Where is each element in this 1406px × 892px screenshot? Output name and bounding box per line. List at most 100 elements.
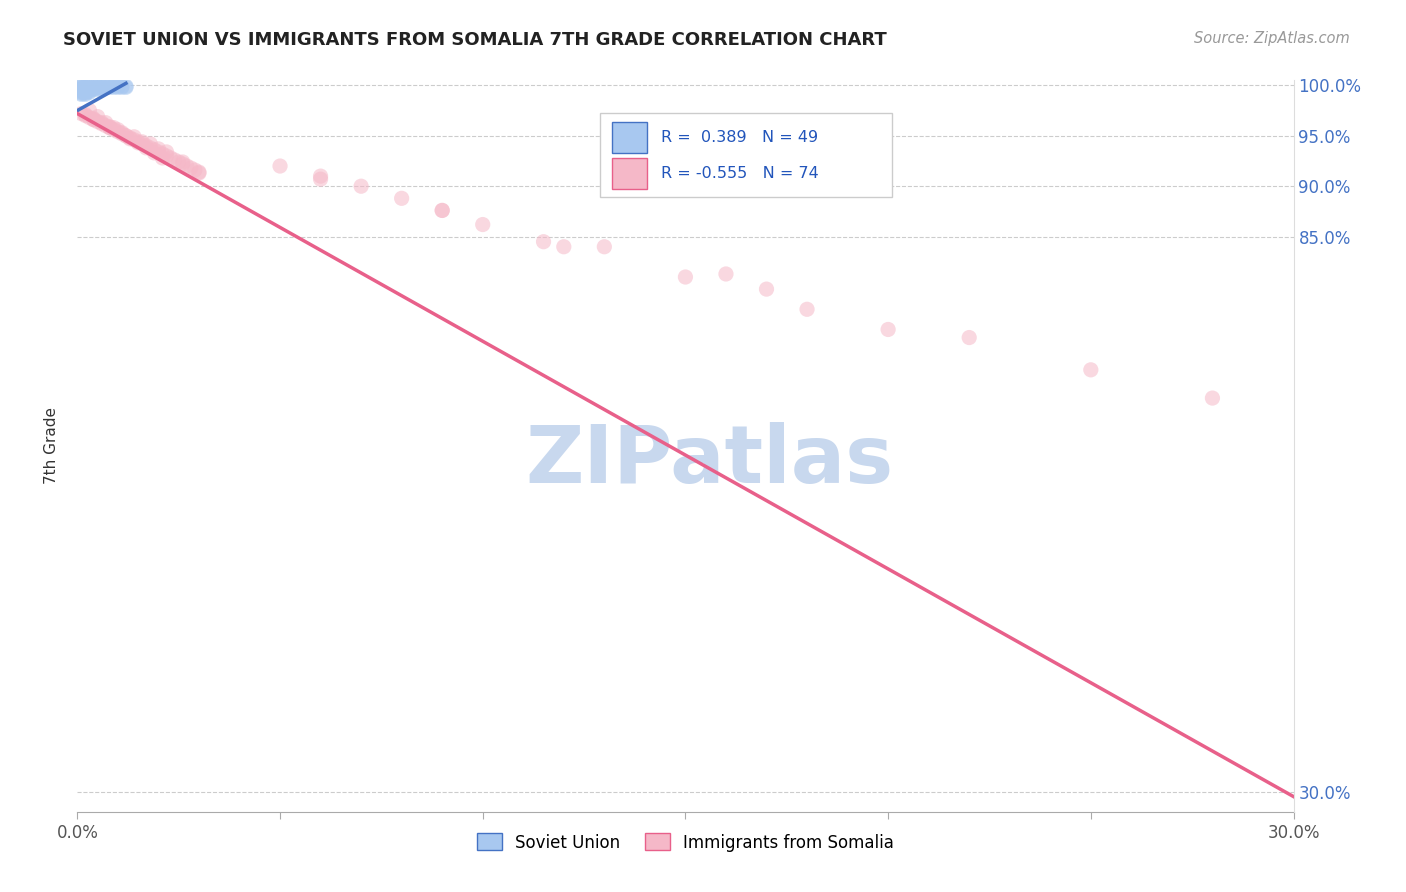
Point xyxy=(118,132,141,146)
Point xyxy=(135,141,157,155)
Point xyxy=(127,136,149,150)
Point xyxy=(75,84,97,98)
Point xyxy=(188,166,211,180)
Text: R = -0.555   N = 74: R = -0.555 N = 74 xyxy=(661,166,818,181)
Point xyxy=(127,135,149,149)
Point xyxy=(184,163,207,178)
Point xyxy=(115,79,138,94)
Point xyxy=(148,145,170,159)
Point xyxy=(90,116,112,130)
Point xyxy=(309,172,332,186)
Point xyxy=(118,130,141,145)
Point xyxy=(75,87,97,102)
Point xyxy=(103,122,125,136)
Text: R =  0.389   N = 49: R = 0.389 N = 49 xyxy=(661,130,818,145)
Point xyxy=(957,330,980,344)
Point xyxy=(70,80,93,95)
Point xyxy=(148,142,170,156)
Y-axis label: 7th Grade: 7th Grade xyxy=(44,408,59,484)
Point xyxy=(70,87,93,102)
Point xyxy=(83,112,105,127)
Point xyxy=(83,80,105,95)
Point xyxy=(593,240,616,254)
Point xyxy=(139,136,162,151)
Point xyxy=(75,79,97,94)
Legend: Soviet Union, Immigrants from Somalia: Soviet Union, Immigrants from Somalia xyxy=(470,827,901,858)
Point xyxy=(107,122,129,136)
Point xyxy=(135,139,157,153)
Point xyxy=(98,120,121,135)
Point xyxy=(143,143,166,157)
FancyBboxPatch shape xyxy=(613,122,647,153)
Point xyxy=(90,117,112,131)
Point xyxy=(86,114,108,128)
Point xyxy=(79,84,101,98)
Point xyxy=(79,83,101,97)
Point xyxy=(75,86,97,100)
Point xyxy=(1201,391,1223,405)
Point xyxy=(755,282,778,296)
Point xyxy=(75,107,97,121)
Point xyxy=(94,79,117,94)
Point xyxy=(79,111,101,125)
Point xyxy=(163,153,186,167)
Point xyxy=(75,109,97,123)
Point xyxy=(111,126,134,140)
Point xyxy=(70,79,93,94)
Point xyxy=(430,203,453,218)
Point xyxy=(79,81,101,95)
Point xyxy=(83,112,105,127)
Point xyxy=(83,81,105,95)
FancyBboxPatch shape xyxy=(613,158,647,188)
Point xyxy=(75,81,97,95)
Point xyxy=(79,80,101,95)
Point xyxy=(176,159,198,173)
Point xyxy=(103,80,125,95)
Point xyxy=(172,157,194,171)
Text: ZIPatlas: ZIPatlas xyxy=(526,422,894,500)
Point xyxy=(471,218,494,232)
Point xyxy=(111,127,134,141)
Point xyxy=(180,161,202,175)
Point xyxy=(90,81,112,95)
Point xyxy=(70,81,93,95)
Point xyxy=(877,322,900,336)
Point xyxy=(70,106,93,120)
Point xyxy=(139,141,162,155)
Point xyxy=(391,191,413,205)
Point xyxy=(70,82,93,96)
Point xyxy=(107,80,129,95)
Point xyxy=(98,120,121,134)
Point xyxy=(159,151,181,165)
Point xyxy=(98,79,121,94)
Point xyxy=(122,129,145,144)
Point xyxy=(111,80,134,95)
Point xyxy=(131,136,153,151)
Point xyxy=(103,79,125,94)
Point xyxy=(79,103,101,118)
FancyBboxPatch shape xyxy=(600,113,893,197)
Point xyxy=(188,165,211,179)
Point xyxy=(70,86,93,100)
Point xyxy=(90,79,112,94)
Point xyxy=(90,80,112,95)
Text: SOVIET UNION VS IMMIGRANTS FROM SOMALIA 7TH GRADE CORRELATION CHART: SOVIET UNION VS IMMIGRANTS FROM SOMALIA … xyxy=(63,31,887,49)
Point xyxy=(1080,363,1102,377)
Point xyxy=(79,79,101,94)
Point xyxy=(70,83,93,97)
Point xyxy=(167,155,190,169)
Point xyxy=(122,133,145,147)
Point xyxy=(155,145,177,159)
Text: Source: ZipAtlas.com: Source: ZipAtlas.com xyxy=(1194,31,1350,46)
Point xyxy=(75,83,97,97)
Point xyxy=(86,80,108,95)
Point xyxy=(83,82,105,96)
Point xyxy=(86,110,108,124)
Point xyxy=(107,125,129,139)
Point xyxy=(75,80,97,95)
Point xyxy=(86,81,108,95)
Point xyxy=(83,112,105,126)
Point xyxy=(131,135,153,149)
Point xyxy=(79,82,101,96)
Point xyxy=(675,270,697,285)
